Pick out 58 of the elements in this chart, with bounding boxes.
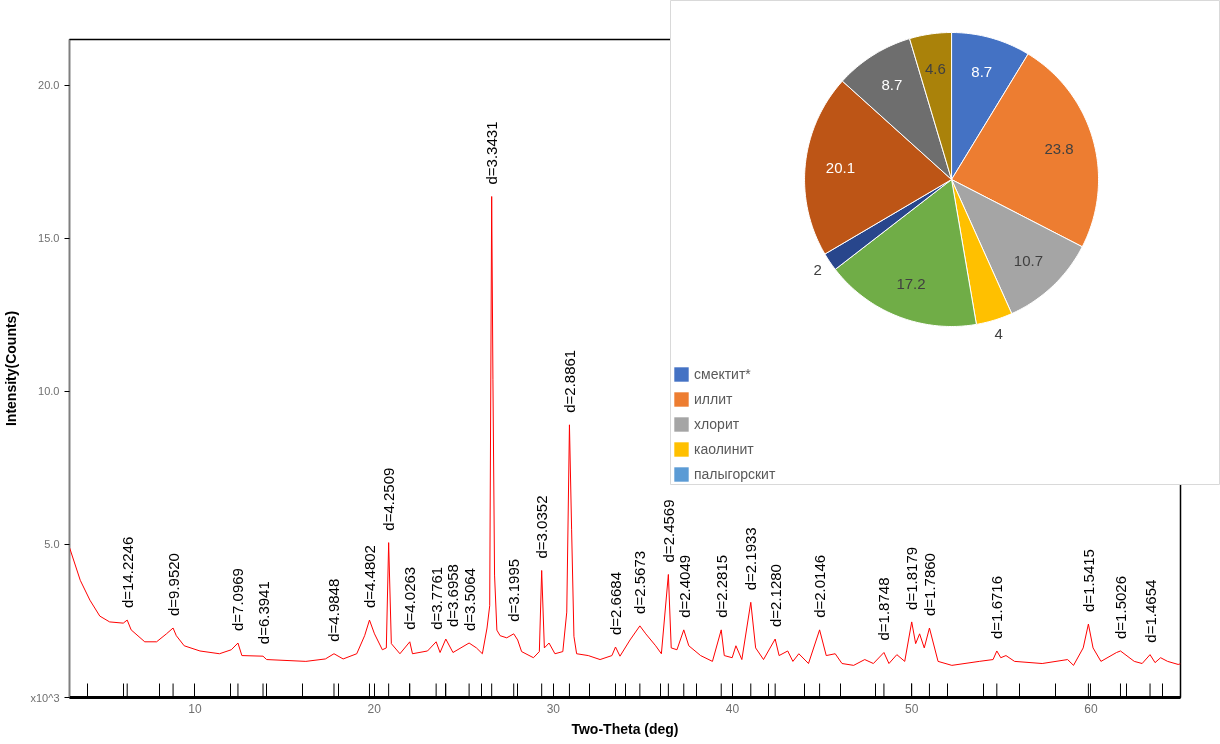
x-tick-label: 20 bbox=[367, 701, 382, 716]
annotation: d=2.4049 bbox=[675, 554, 693, 618]
x-tick-label: 40 bbox=[725, 701, 740, 716]
data-label: 20.1 bbox=[825, 159, 855, 177]
y-tick-label: 20.0 bbox=[38, 79, 60, 92]
x-tick-label: 50 bbox=[905, 701, 919, 716]
data-label: 23.8 bbox=[1044, 140, 1074, 158]
data-label: 8.7 bbox=[971, 62, 993, 80]
legend-label: каолинит bbox=[694, 441, 754, 457]
annotation: d=2.1933 bbox=[742, 527, 760, 591]
legend-label: палыгорскит bbox=[694, 466, 776, 482]
annotation: d=1.4654 bbox=[1141, 579, 1159, 643]
annotation: d=1.8179 bbox=[903, 546, 921, 610]
y-tick-label: x10^3 bbox=[30, 691, 60, 704]
y-tick-label: 10.0 bbox=[38, 385, 60, 398]
y-tick-label: 15.0 bbox=[38, 232, 60, 245]
annotation: d=1.5415 bbox=[1079, 549, 1097, 613]
annotation: d=3.0352 bbox=[533, 495, 551, 559]
x-tick-label: 10 bbox=[188, 701, 202, 716]
annotation: d=2.5673 bbox=[631, 550, 649, 614]
annotation: d=2.1280 bbox=[766, 564, 784, 628]
data-label: 10.7 bbox=[1013, 251, 1044, 269]
legend-label: хлорит bbox=[694, 416, 740, 432]
line-series bbox=[69, 196, 1181, 666]
annotation: d=14.2246 bbox=[118, 536, 136, 609]
annotation: d=4.4802 bbox=[360, 545, 378, 609]
annotation: d=7.0969 bbox=[229, 568, 247, 632]
annotation: d=3.3431 bbox=[483, 121, 501, 185]
data-label: 2 bbox=[813, 261, 822, 279]
y-axis-title: Intensity(Counts) bbox=[3, 310, 20, 427]
annotation: d=1.8748 bbox=[875, 577, 893, 641]
annotation: d=2.2815 bbox=[712, 554, 730, 618]
annotation: d=3.6958 bbox=[443, 564, 461, 628]
data-label: 4.6 bbox=[925, 59, 946, 77]
annotation: d=2.6684 bbox=[607, 572, 624, 635]
annotation: d=4.9848 bbox=[325, 578, 343, 642]
data-label: 17.2 bbox=[896, 274, 926, 292]
annotation: d=6.3941 bbox=[254, 581, 272, 645]
annotation: d=3.7761 bbox=[427, 566, 445, 630]
y-tick-label: 5.0 bbox=[44, 538, 60, 551]
legend-label: смектит* bbox=[694, 366, 751, 382]
annotation: d=2.0146 bbox=[811, 554, 829, 618]
x-tick-label: 60 bbox=[1084, 701, 1098, 716]
annotation: d=2.4569 bbox=[659, 499, 677, 563]
annotation: d=4.0263 bbox=[401, 566, 419, 630]
annotation: d=1.7860 bbox=[920, 553, 938, 617]
data-label: 8.7 bbox=[881, 76, 903, 94]
legend-label: иллит bbox=[694, 391, 733, 407]
annotation: d=9.9520 bbox=[164, 553, 182, 617]
annotation: d=2.8861 bbox=[560, 349, 578, 413]
x-axis-title: Two-Theta (deg) bbox=[571, 720, 679, 737]
x-tick-label: 30 bbox=[546, 701, 561, 716]
annotation: d=3.5064 bbox=[460, 568, 478, 632]
annotation: d=4.2509 bbox=[380, 467, 398, 531]
annotation: d=3.1995 bbox=[505, 558, 523, 622]
annotation: d=1.5026 bbox=[1111, 576, 1129, 639]
annotation: d=1.6716 bbox=[988, 576, 1006, 639]
data-label: 4 bbox=[994, 325, 1003, 343]
